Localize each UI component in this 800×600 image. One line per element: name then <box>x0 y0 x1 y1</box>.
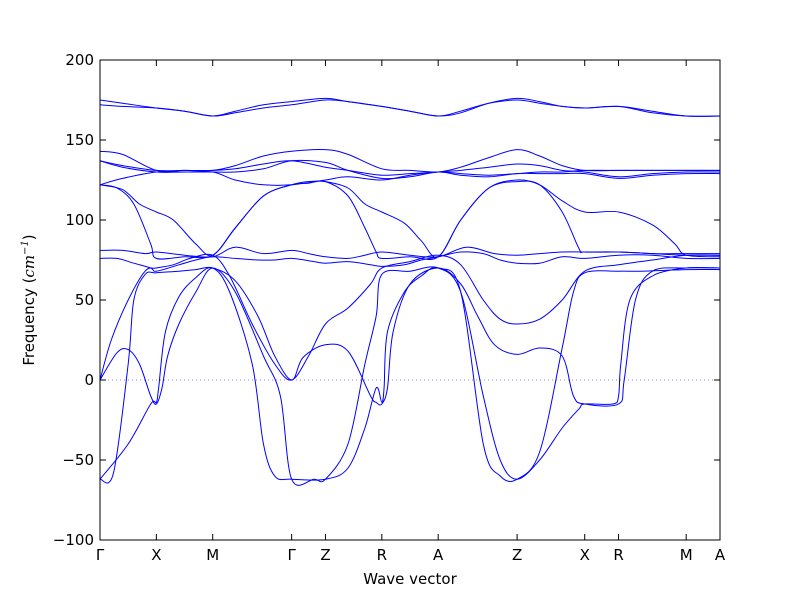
y-tick-label-2: 0 <box>84 371 94 389</box>
band-line-4 <box>100 253 720 381</box>
k-point-label-1: X <box>151 546 161 564</box>
y-tick-label-3: 50 <box>75 291 94 309</box>
y-tick-label-6: 200 <box>65 51 94 69</box>
y-axis-title: Frequency (cm−1) <box>20 234 38 365</box>
k-point-label-10: M <box>680 546 693 564</box>
band-line-5 <box>100 251 720 272</box>
k-point-label-11: A <box>715 546 726 564</box>
plot-frame <box>99 59 721 541</box>
y-tick-label-0: −100 <box>53 531 94 549</box>
y-tick-label-5: 150 <box>65 131 94 149</box>
band-line-14 <box>100 99 720 117</box>
k-point-label-0: Γ <box>96 546 105 564</box>
k-point-label-5: R <box>377 546 387 564</box>
k-point-label-6: A <box>433 546 444 564</box>
band-line-3 <box>100 266 720 486</box>
y-axis-title-unit: cm <box>20 255 38 278</box>
phonon-bands <box>100 97 720 486</box>
x-axis-title: Wave vector <box>363 570 457 588</box>
k-point-label-9: R <box>613 546 623 564</box>
k-point-label-7: Z <box>512 546 522 564</box>
k-point-label-2: M <box>206 546 219 564</box>
k-point-label-3: Γ <box>287 546 296 564</box>
band-line-7 <box>100 180 720 260</box>
k-point-label-4: Z <box>320 546 330 564</box>
y-axis-title-close: ) <box>20 234 38 240</box>
band-line-10 <box>100 159 720 180</box>
band-line-1 <box>100 266 720 481</box>
k-point-tick-marks <box>99 60 721 540</box>
band-line-8 <box>100 179 720 258</box>
y-axis-title-exponent: −1 <box>20 240 31 255</box>
y-tick-label-4: 100 <box>65 211 94 229</box>
y-axis-title-main: Frequency ( <box>20 278 38 366</box>
band-line-2 <box>100 266 720 484</box>
band-line-12 <box>100 148 720 173</box>
y-axis-ticks: −100 −50 0 50 100 150 200 <box>53 51 720 549</box>
y-tick-label-1: −50 <box>62 451 94 469</box>
k-point-label-8: X <box>580 546 590 564</box>
band-line-11 <box>100 160 720 178</box>
